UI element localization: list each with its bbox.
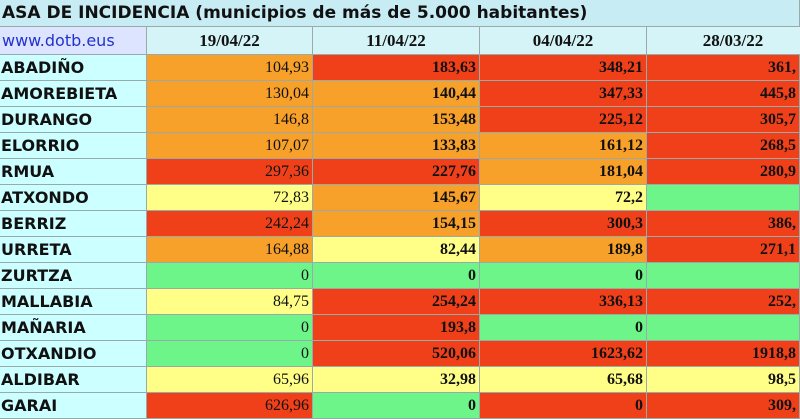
cell-value: 336,13 <box>480 289 647 315</box>
cell-value: 183,63 <box>313 55 480 81</box>
row-name: BERRIZ <box>0 211 147 237</box>
cell-value: 252, <box>647 289 800 315</box>
row-name: URRETA <box>0 237 147 263</box>
website[interactable]: www.dotb.eus <box>0 27 147 55</box>
cell-value: 161,12 <box>480 133 647 159</box>
cell-value: 1918,8 <box>647 341 800 367</box>
cell-value: 520,06 <box>313 341 480 367</box>
row-name: MAÑARIA <box>0 315 147 341</box>
cell-value: 626,96 <box>147 393 313 419</box>
cell-value: 0 <box>147 263 313 289</box>
row-name: MALLABIA <box>0 289 147 315</box>
cell-value: 271,1 <box>647 237 800 263</box>
cell-value: 348,21 <box>480 55 647 81</box>
cell-value: 140,44 <box>313 81 480 107</box>
cell-value: 300,3 <box>480 211 647 237</box>
cell-value: 32,98 <box>313 367 480 393</box>
row-name: ABADIÑO <box>0 55 147 81</box>
cell-value: 104,93 <box>147 55 313 81</box>
cell-value: 82,44 <box>313 237 480 263</box>
date-header: 19/04/22 <box>147 27 313 55</box>
date-header: 04/04/22 <box>480 27 647 55</box>
cell-value: 0 <box>147 315 313 341</box>
cell-value: 305,7 <box>647 107 800 133</box>
cell-value: 0 <box>480 263 647 289</box>
cell-value: 107,07 <box>147 133 313 159</box>
cell-value: 72,2 <box>480 185 647 211</box>
cell-value: 146,8 <box>147 107 313 133</box>
table-title: ASA DE INCIDENCIA (municipios de más de … <box>0 0 800 27</box>
cell-value <box>647 185 800 211</box>
date-header: 11/04/22 <box>313 27 480 55</box>
cell-value: 347,33 <box>480 81 647 107</box>
cell-value: 0 <box>313 393 480 419</box>
cell-value: 145,67 <box>313 185 480 211</box>
cell-value: 193,8 <box>313 315 480 341</box>
cell-value: 0 <box>147 341 313 367</box>
cell-value: 84,75 <box>147 289 313 315</box>
cell-value: 445,8 <box>647 81 800 107</box>
cell-value: 98,5 <box>647 367 800 393</box>
row-name: OTXANDIO <box>0 341 147 367</box>
cell-value: 65,96 <box>147 367 313 393</box>
cell-value <box>647 263 800 289</box>
cell-value: 361, <box>647 55 800 81</box>
row-name: DURANGO <box>0 107 147 133</box>
cell-value: 297,36 <box>147 159 313 185</box>
cell-value: 280,9 <box>647 159 800 185</box>
row-name: ZURTZA <box>0 263 147 289</box>
cell-value: 154,15 <box>313 211 480 237</box>
cell-value: 1623,62 <box>480 341 647 367</box>
row-name: ATXONDO <box>0 185 147 211</box>
cell-value: 227,76 <box>313 159 480 185</box>
cell-value: 153,48 <box>313 107 480 133</box>
cell-value: 254,24 <box>313 289 480 315</box>
date-header: 28/03/22 <box>647 27 800 55</box>
cell-value: 0 <box>480 315 647 341</box>
cell-value: 268,5 <box>647 133 800 159</box>
row-name: ELORRIO <box>0 133 147 159</box>
row-name: ALDIBAR <box>0 367 147 393</box>
cell-value: 181,04 <box>480 159 647 185</box>
cell-value: 189,8 <box>480 237 647 263</box>
cell-value: 133,83 <box>313 133 480 159</box>
cell-value: 130,04 <box>147 81 313 107</box>
cell-value: 225,12 <box>480 107 647 133</box>
cell-value: 164,88 <box>147 237 313 263</box>
cell-value: 0 <box>313 263 480 289</box>
cell-value: 242,24 <box>147 211 313 237</box>
row-name: AMOREBIETA <box>0 81 147 107</box>
cell-value: 386, <box>647 211 800 237</box>
cell-value <box>647 315 800 341</box>
cell-value: 0 <box>480 393 647 419</box>
cell-value: 65,68 <box>480 367 647 393</box>
row-name: RMUA <box>0 159 147 185</box>
cell-value: 72,83 <box>147 185 313 211</box>
row-name: GARAI <box>0 393 147 419</box>
cell-value: 309, <box>647 393 800 419</box>
